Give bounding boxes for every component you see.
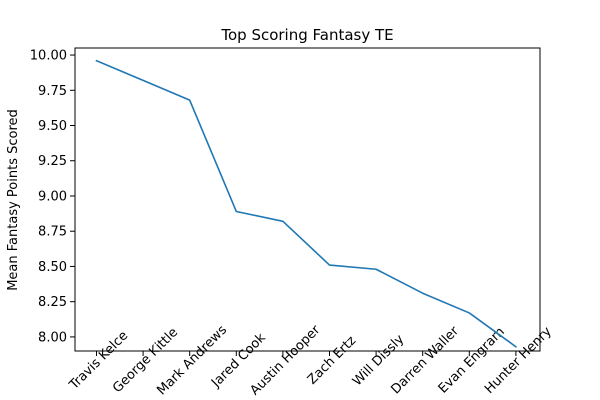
axes-frame: [74, 47, 541, 352]
y-tick-label: 9.75: [38, 84, 67, 99]
y-tick-label: 8.00: [38, 330, 67, 345]
y-axis-label: Mean Fantasy Points Scored: [6, 109, 21, 291]
y-axis-ticks: 8.00 8.25 8.50 8.75 9.00 9.25 9.50 9.75 10.00: [30, 49, 75, 345]
chart-title: Top Scoring Fantasy TE: [220, 26, 393, 44]
y-tick-label: 9.00: [38, 189, 67, 204]
y-tick-label: 8.75: [38, 225, 67, 240]
series-layer: [95, 59, 518, 348]
y-tick-label: 9.25: [38, 154, 67, 169]
y-tick-label: 10.00: [30, 49, 67, 64]
series-line: [95, 59, 518, 348]
y-tick-label: 9.50: [38, 119, 67, 134]
y-tick-label: 8.50: [38, 260, 67, 275]
y-tick-label: 8.25: [38, 295, 67, 310]
